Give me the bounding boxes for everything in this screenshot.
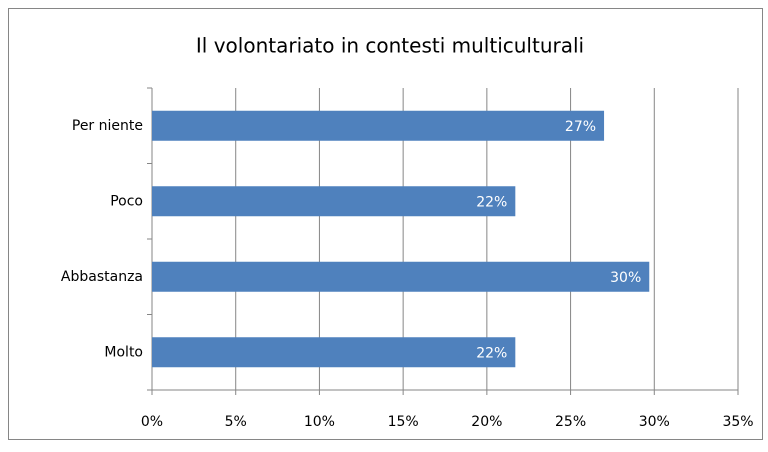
chart-border [8,8,763,440]
data-label: 27% [565,119,596,135]
bar [152,261,650,292]
data-label: 30% [610,270,641,286]
x-tick-label: 35% [722,414,753,430]
x-tick-label: 0% [141,414,163,430]
x-tick-label: 10% [304,414,335,430]
y-tick-label: Per niente [72,118,143,134]
x-tick-label: 15% [388,414,419,430]
x-tick-label: 25% [555,414,586,430]
x-tick-label: 20% [471,414,502,430]
bar [152,110,605,141]
data-label: 22% [476,345,507,361]
bar [152,337,516,368]
bar [152,186,516,217]
data-label: 22% [476,194,507,210]
x-tick-label: 30% [639,414,670,430]
chart-title: Il volontariato in contesti multicultura… [196,34,584,58]
y-tick-label: Poco [110,193,143,209]
x-tick-label: 5% [225,414,247,430]
y-tick-label: Molto [104,344,143,360]
y-tick-label: Abbastanza [61,269,143,285]
